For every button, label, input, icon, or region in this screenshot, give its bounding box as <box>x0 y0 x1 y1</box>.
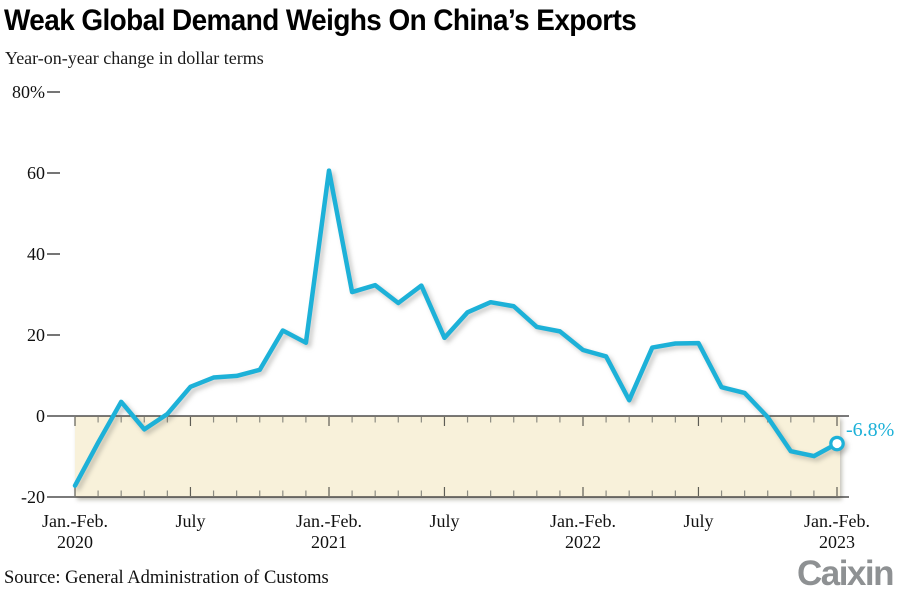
x-axis-year-label: 2020 <box>57 532 93 552</box>
exports-line <box>72 168 840 488</box>
last-value-callout: -6.8% <box>846 419 895 441</box>
x-axis-label: Jan.-Feb. <box>42 511 108 531</box>
y-axis-label: 40 <box>27 244 45 264</box>
shaded-negative-band <box>75 416 840 497</box>
chart-title: Weak Global Demand Weighs On China’s Exp… <box>4 4 637 37</box>
y-axis-label: -20 <box>21 487 45 507</box>
chart-subtitle: Year-on-year change in dollar terms <box>5 48 264 68</box>
y-axis-label: 20 <box>27 325 45 345</box>
x-axis-label: July <box>683 511 713 531</box>
y-axis-label: 80% <box>12 82 45 102</box>
last-point-marker <box>829 435 845 452</box>
x-axis-year-label: 2023 <box>819 532 855 552</box>
x-axis-label: Jan.-Feb. <box>804 511 870 531</box>
x-axis-label: Jan.-Feb. <box>296 511 362 531</box>
x-axis-year-label: 2022 <box>565 532 601 552</box>
source-note: Source: General Administration of Custom… <box>4 568 329 588</box>
y-axis-label: 60 <box>27 163 45 183</box>
x-axis-label: July <box>429 511 459 531</box>
x-axis-label: Jan.-Feb. <box>550 511 616 531</box>
series-group <box>72 168 845 488</box>
caixin-logo: Caixin <box>796 554 895 593</box>
x-axis-year-label: 2021 <box>311 532 347 552</box>
y-axis-label: 0 <box>36 406 45 426</box>
x-axis-label: July <box>175 511 205 531</box>
